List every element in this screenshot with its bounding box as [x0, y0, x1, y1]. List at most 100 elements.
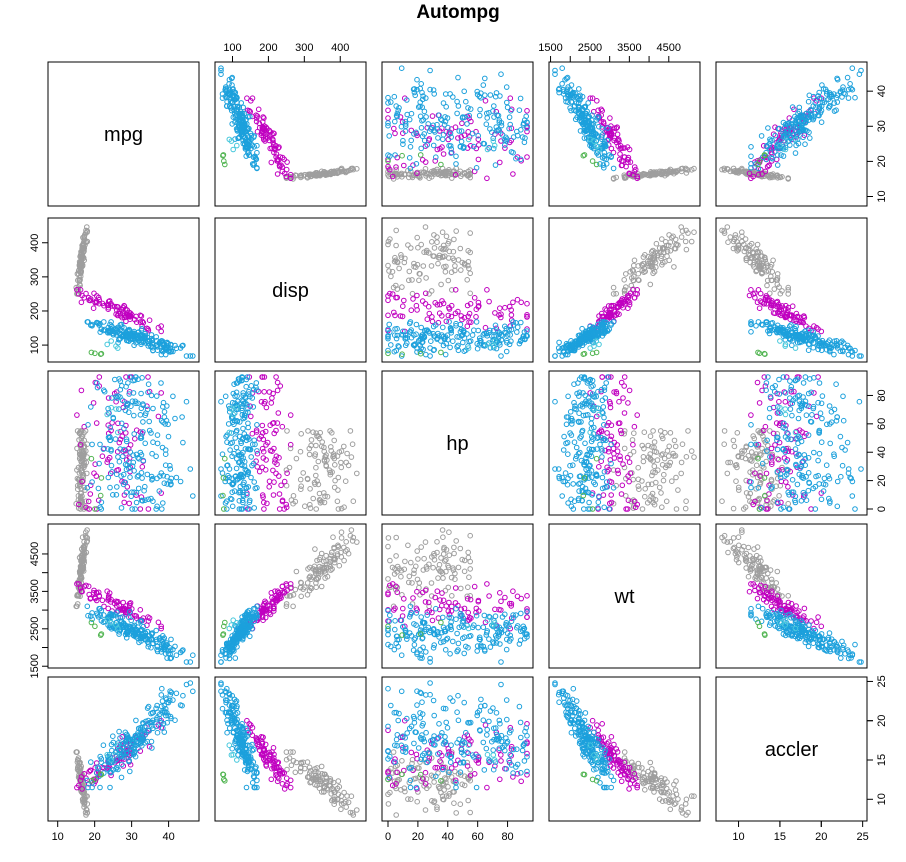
- data-point: [226, 466, 233, 472]
- data-point: [411, 89, 418, 96]
- data-point: [662, 429, 668, 436]
- data-point: [88, 455, 95, 462]
- data-point: [385, 262, 391, 269]
- data-point: [608, 492, 615, 498]
- data-point: [430, 170, 436, 176]
- data-point: [756, 400, 763, 406]
- data-point: [421, 137, 428, 144]
- data-point: [229, 82, 235, 88]
- data-point: [683, 498, 689, 505]
- data-point: [589, 474, 595, 481]
- data-point: [283, 166, 290, 173]
- data-point: [418, 324, 425, 331]
- data-point: [448, 134, 455, 140]
- data-point: [145, 374, 151, 380]
- data-point: [269, 395, 275, 401]
- data-point: [474, 88, 481, 95]
- data-point: [438, 170, 444, 177]
- data-point: [683, 166, 689, 173]
- data-point: [777, 174, 784, 181]
- data-point: [496, 119, 503, 125]
- data-point: [388, 99, 394, 105]
- data-point: [229, 121, 235, 127]
- data-point: [844, 74, 851, 81]
- data-point: [407, 144, 414, 150]
- data-point: [673, 474, 679, 481]
- data-point: [769, 172, 776, 179]
- data-point: [140, 419, 146, 425]
- variable-label-disp: disp: [272, 280, 309, 302]
- data-point: [226, 76, 233, 83]
- data-point: [93, 420, 100, 426]
- data-point: [658, 171, 664, 177]
- data-point: [445, 169, 451, 175]
- data-point: [775, 456, 782, 463]
- data-point: [221, 506, 227, 512]
- data-point: [239, 120, 246, 126]
- data-point: [669, 169, 675, 176]
- data-point: [524, 300, 530, 307]
- data-point: [831, 351, 837, 358]
- data-point: [498, 353, 504, 359]
- data-point: [452, 171, 459, 178]
- data-point: [267, 129, 274, 135]
- data-point: [640, 171, 647, 178]
- data-point: [85, 422, 91, 428]
- data-point: [611, 125, 618, 131]
- data-point: [341, 443, 347, 450]
- data-point: [629, 437, 636, 443]
- data-point: [402, 121, 409, 127]
- data-point: [347, 428, 354, 434]
- data-point: [145, 506, 152, 512]
- data-point: [595, 107, 602, 114]
- data-point: [120, 599, 126, 606]
- data-point: [776, 376, 782, 383]
- data-point: [671, 264, 677, 270]
- data-point: [587, 95, 594, 101]
- data-point: [733, 169, 739, 176]
- data-point: [471, 295, 478, 301]
- data-point: [240, 104, 246, 111]
- data-point: [659, 462, 666, 468]
- data-point: [307, 486, 313, 492]
- data-point: [845, 95, 852, 101]
- data-point: [614, 131, 621, 138]
- data-point: [394, 110, 401, 117]
- data-point: [626, 459, 633, 466]
- data-point: [789, 477, 796, 483]
- data-point: [672, 443, 679, 450]
- data-point: [89, 441, 95, 448]
- data-point: [596, 341, 602, 348]
- data-point: [844, 439, 851, 446]
- data-point: [268, 159, 275, 166]
- data-point: [393, 242, 399, 249]
- data-point: [453, 161, 459, 167]
- data-point: [598, 146, 605, 152]
- data-point: [776, 398, 782, 405]
- data-point: [787, 406, 794, 412]
- data-point: [386, 133, 393, 139]
- data-point: [647, 433, 654, 440]
- data-point: [506, 125, 512, 132]
- data-point: [96, 374, 103, 380]
- data-point: [631, 257, 638, 264]
- data-point: [425, 303, 432, 310]
- data-point: [400, 137, 406, 144]
- data-point: [423, 95, 429, 101]
- data-point: [404, 111, 411, 118]
- data-point: [593, 455, 600, 462]
- data-point: [810, 344, 817, 351]
- data-point: [420, 170, 427, 176]
- data-point: [764, 282, 770, 289]
- data-point: [221, 158, 227, 164]
- data-point: [562, 470, 569, 476]
- data-point: [256, 120, 263, 127]
- data-point: [406, 174, 412, 181]
- data-point: [631, 164, 638, 170]
- data-point: [565, 99, 571, 105]
- data-point: [776, 493, 782, 499]
- data-point: [138, 470, 145, 476]
- data-point: [653, 240, 660, 247]
- data-point: [139, 475, 145, 481]
